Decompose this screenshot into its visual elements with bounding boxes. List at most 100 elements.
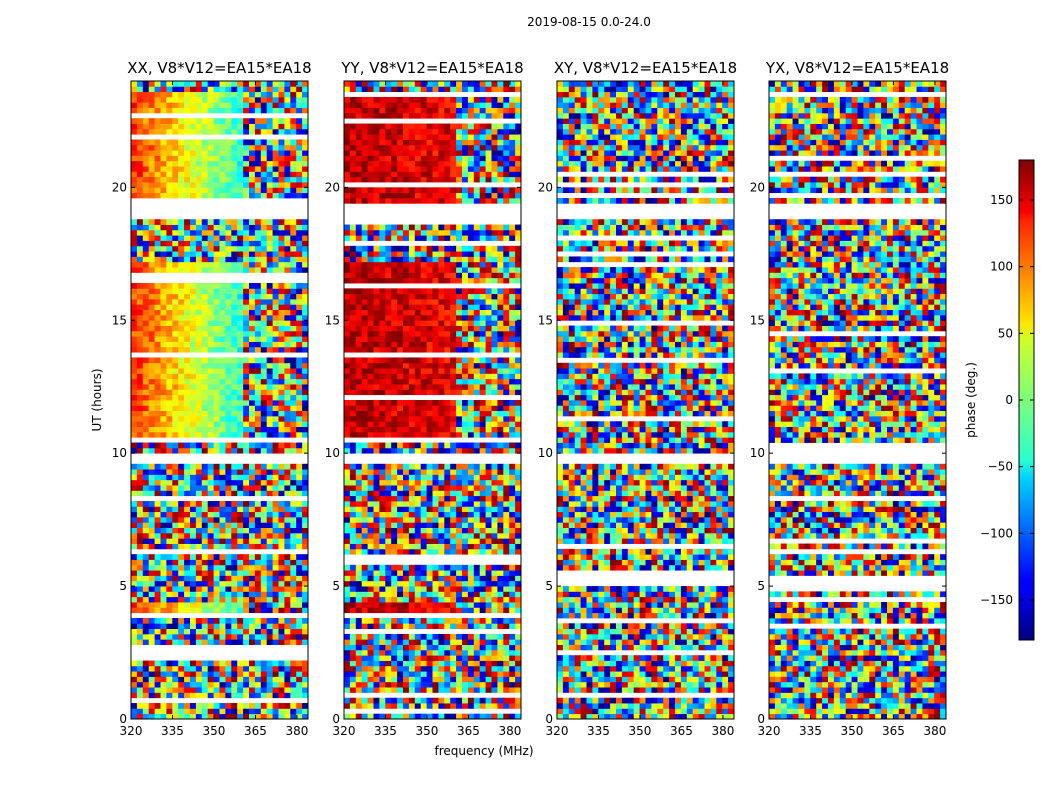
heatmap-cell [254,128,262,135]
heatmap-cell [462,697,469,704]
heatmap-cell [290,580,297,587]
heatmap-cell [160,479,167,486]
heatmap-cell [148,166,155,172]
heatmap-cell [260,389,268,396]
heatmap-cell [190,118,197,124]
heatmap-cell [219,474,226,481]
heatmap-cell [432,580,439,587]
heatmap-cell [426,532,433,539]
heatmap-cell [444,532,451,539]
heatmap-cell [249,384,256,390]
heatmap-cell [444,596,451,603]
heatmap-cell [403,655,410,661]
heatmap-cell [225,681,232,688]
heatmap-cell [367,671,374,677]
heatmap-cell [509,639,516,645]
heatmap-cell [450,633,457,640]
heatmap-cell [131,708,138,715]
heatmap-cell [485,676,492,683]
heatmap-cell [420,447,427,454]
heatmap-cell [438,617,445,624]
heatmap-cell [254,485,262,491]
heatmap-cell [260,325,268,332]
heatmap-cell [450,357,457,364]
heatmap-cell [284,447,291,454]
heatmap-cell [190,410,197,417]
heatmap-cell [272,633,279,640]
heatmap-cell [344,575,351,582]
heatmap-cell [373,469,380,475]
heatmap-cell [467,490,475,497]
heatmap-cell [349,341,357,348]
heatmap-cell [467,415,475,422]
heatmap-cell [166,91,173,98]
heatmap-cell [408,564,416,571]
heatmap-cell [207,405,214,412]
heatmap-cell [296,426,303,433]
heatmap-cell [515,400,521,406]
heatmap-cell [290,400,297,406]
heatmap-cell [302,543,308,550]
heatmap-cell [131,192,138,199]
heatmap-cell [266,708,273,715]
heatmap-cell [403,580,410,587]
heatmap-cell [302,586,308,592]
heatmap-cell [385,697,392,704]
heatmap-cell [266,665,273,672]
heatmap-cell [172,628,179,635]
heatmap-cell [426,490,433,497]
heatmap-cell [397,384,404,390]
heatmap-cell [355,314,363,321]
heatmap-cell [201,182,209,188]
heatmap-cell [178,235,185,241]
heatmap-cell [355,655,363,661]
heatmap-cell [172,256,179,263]
heatmap-cell [391,421,398,427]
heatmap-cell [213,298,220,305]
heatmap-cell [178,144,185,151]
heatmap-cell [131,607,138,614]
heatmap-cell [349,511,357,518]
heatmap-cell [166,373,173,380]
heatmap-cell [136,692,144,699]
heatmap-cell [491,602,498,608]
heatmap-cell [367,362,374,369]
heatmap-cell [278,187,285,194]
heatmap-cell [213,187,220,194]
heatmap-cell [272,144,279,151]
heatmap-cell [219,426,226,433]
heatmap-cell [290,628,297,635]
heatmap-cell [296,506,303,513]
heatmap-cell [349,362,357,369]
heatmap-cell [473,362,481,369]
heatmap-cell [136,171,144,178]
heatmap-cell [160,394,167,401]
heatmap-cell [349,676,357,683]
heatmap-cell [284,378,291,385]
heatmap-cell [497,596,504,603]
heatmap-cell [272,596,279,603]
heatmap-cell [509,660,516,667]
heatmap-cell [131,91,138,98]
heatmap-cell [385,415,392,422]
heatmap-cell [195,86,203,93]
heatmap-cell [355,479,363,486]
heatmap-cell [296,602,303,608]
heatmap-cell [302,554,308,560]
heatmap-cell [467,703,475,709]
heatmap-cell [373,431,380,438]
heatmap-cell [408,697,416,704]
heatmap-cell [219,362,226,369]
heatmap-cell [142,267,150,273]
heatmap-cell [131,96,138,103]
heatmap-cell [391,580,398,587]
heatmap-cell [397,575,404,582]
heatmap-cell [391,426,398,433]
heatmap-cell [284,86,291,93]
heatmap-cell [403,415,410,422]
heatmap-cell [154,623,161,630]
heatmap-cell [219,128,226,135]
heatmap-cell [243,139,250,146]
heatmap-cell [201,107,209,114]
heatmap-cell [349,320,357,326]
